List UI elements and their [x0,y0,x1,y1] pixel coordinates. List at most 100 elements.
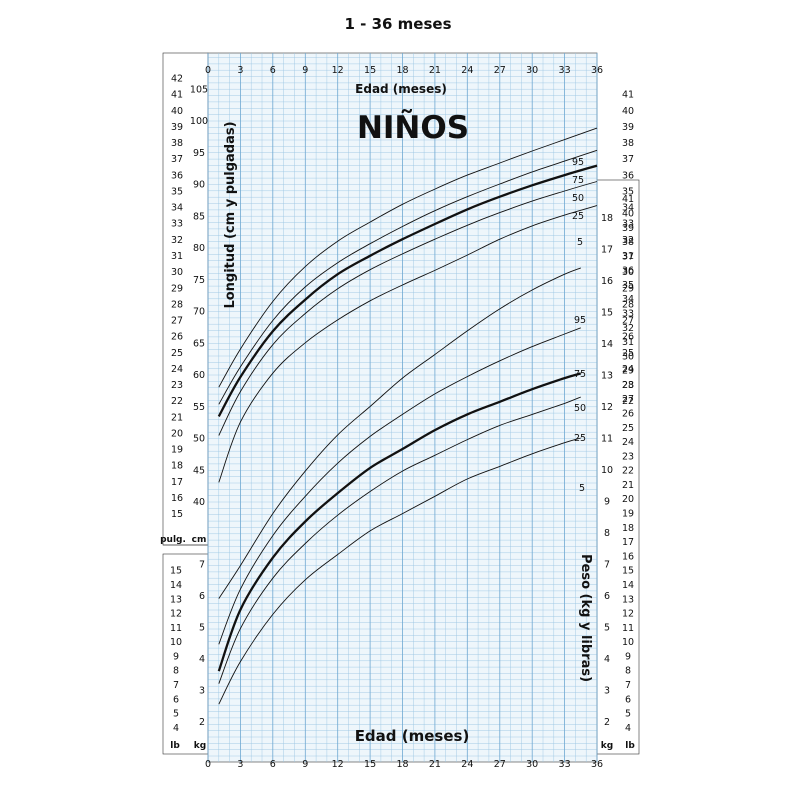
in-tick-17: 17 [171,477,183,488]
in-tick-22: 22 [171,396,183,407]
unit-label-in: pulg. [160,535,186,545]
lb-tick-right-21: 21 [622,480,634,491]
lb-tick-right-7: 7 [625,680,631,691]
kg-tick-right-7: 7 [604,560,610,571]
unit-label-lb-right: lb [625,741,635,751]
unit-label-cm: cm [192,535,207,545]
lb-tick-left-9: 9 [173,651,179,662]
in-tick-right-28: 28 [622,299,634,310]
length-percentile-25-label: 25 [572,211,584,222]
length-p25-line [218,181,598,436]
kg-tick-left-6: 6 [199,591,205,602]
percentile-curves [217,127,598,705]
lb-tick-right-20: 20 [622,494,634,505]
weight-percentile-75-label: 75 [574,369,586,380]
length-p5-line [218,205,598,483]
weight-p50-line [217,372,582,672]
cm-tick-70: 70 [193,307,205,318]
lb-tick-right-31: 31 [622,337,634,348]
kg-tick-right-5: 5 [604,623,610,634]
lb-tick-right-29: 29 [622,366,634,377]
in-tick-right-32: 32 [622,235,634,246]
lb-tick-right-5: 5 [625,709,631,720]
kg-tick-right-2: 2 [604,717,610,728]
kg-tick-left-5: 5 [199,623,205,634]
top-x-axis-title: Edad (meses) [355,82,447,96]
in-tick-19: 19 [171,445,183,456]
weight-percentile-25-label: 25 [574,433,586,444]
lb-tick-right-30: 30 [622,351,634,362]
length-percentile-95-label: 95 [572,157,584,168]
lb-tick-right-9: 9 [625,651,631,662]
in-tick-right-40: 40 [622,106,634,117]
weight-p95-line [218,267,581,599]
x-tick-bottom-3: 3 [237,759,243,770]
x-tick-top-18: 18 [396,65,408,76]
in-tick-right-24: 24 [622,364,634,375]
cm-tick-80: 80 [193,243,205,254]
cm-tick-60: 60 [193,370,205,381]
in-tick-15: 15 [171,509,183,520]
lb-tick-right-15: 15 [622,566,634,577]
right-axis-panel [596,179,640,755]
lb-tick-right-19: 19 [622,509,634,520]
lb-tick-right-4: 4 [625,723,631,734]
length-axis-title: Longitud (cm y pulgadas) [223,121,238,308]
x-tick-top-0: 0 [205,65,211,76]
lb-tick-right-26: 26 [622,409,634,420]
x-tick-bottom-15: 15 [364,759,376,770]
unit-label-kg-left: kg [194,741,206,751]
kg-tick-right-18: 18 [601,213,613,224]
cm-tick-65: 65 [193,338,205,349]
lb-tick-right-18: 18 [622,523,634,534]
in-tick-18: 18 [171,461,183,472]
in-tick-right-33: 33 [622,219,634,230]
unit-label-kg-right: kg [601,741,613,751]
lb-tick-right-37: 37 [622,251,634,262]
kg-tick-right-10: 10 [601,465,613,476]
cm-tick-50: 50 [193,434,205,445]
lb-tick-right-16: 16 [622,551,634,562]
cm-tick-55: 55 [193,402,205,413]
axis-tick-labels: 0033669912121515181821212424272730303333… [170,65,634,770]
in-tick-right-34: 34 [622,203,634,214]
in-tick-39: 39 [171,122,183,133]
kg-tick-right-13: 13 [601,371,613,382]
in-tick-right-38: 38 [622,138,634,149]
in-tick-27: 27 [171,316,183,327]
x-tick-bottom-33: 33 [559,759,571,770]
x-tick-top-12: 12 [332,65,344,76]
lb-tick-right-17: 17 [622,537,634,548]
x-tick-top-24: 24 [461,65,473,76]
left-axis-panel-bottom [162,553,209,755]
length-percentile-75-label: 75 [572,175,584,186]
in-tick-36: 36 [171,170,183,181]
cm-tick-100: 100 [190,116,208,127]
in-tick-right-22: 22 [622,396,634,407]
in-tick-25: 25 [171,348,183,359]
in-tick-41: 41 [171,90,183,101]
weight-percentile-50-label: 50 [574,403,586,414]
in-tick-23: 23 [171,380,183,391]
bottom-x-axis-title: Edad (meses) [355,727,470,745]
in-tick-26: 26 [171,332,183,343]
x-tick-bottom-12: 12 [332,759,344,770]
lb-tick-right-36: 36 [622,266,634,277]
in-tick-right-29: 29 [622,283,634,294]
cm-tick-40: 40 [193,497,205,508]
cm-tick-95: 95 [193,148,205,159]
lb-tick-left-6: 6 [173,694,179,705]
in-tick-29: 29 [171,283,183,294]
x-tick-bottom-36: 36 [591,759,603,770]
x-tick-top-15: 15 [364,65,376,76]
in-tick-right-30: 30 [622,267,634,278]
lb-tick-left-11: 11 [170,623,182,634]
lb-tick-right-24: 24 [622,437,634,448]
cm-tick-45: 45 [193,465,205,476]
lb-tick-right-27: 27 [622,394,634,405]
kg-tick-right-11: 11 [601,434,613,445]
kg-tick-right-8: 8 [604,528,610,539]
length-p95-line [218,127,598,388]
x-tick-top-33: 33 [559,65,571,76]
x-tick-top-6: 6 [270,65,276,76]
